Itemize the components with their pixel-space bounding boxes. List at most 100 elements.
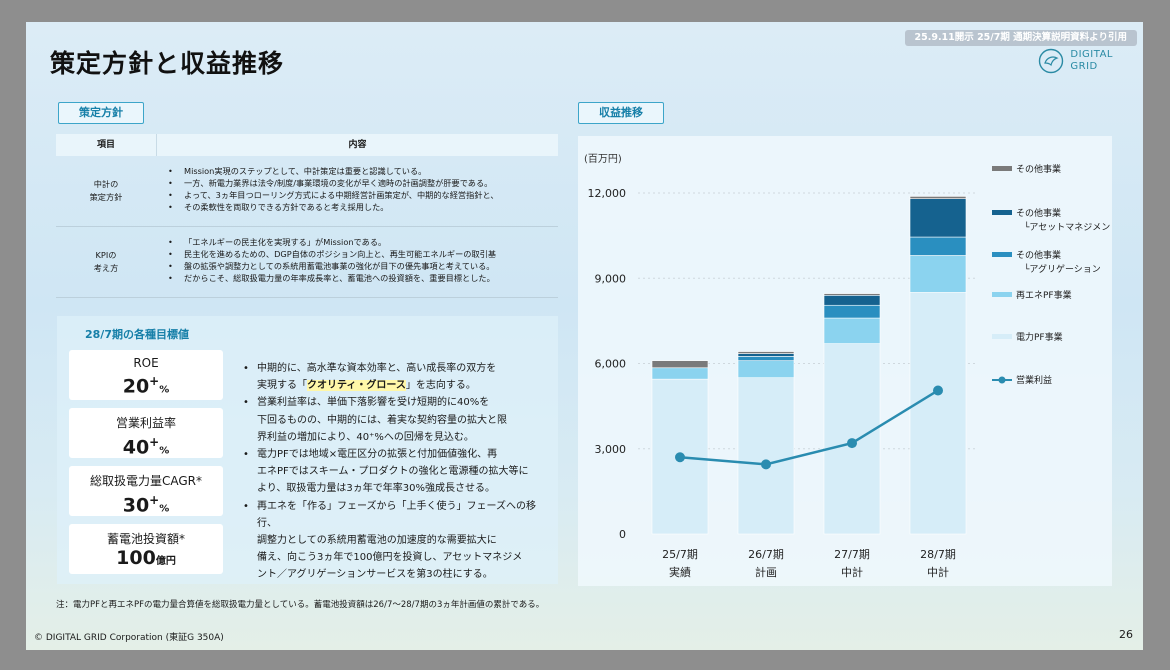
line-point [847,438,857,449]
list-item: 営業利益率は、単価下落影響を受け短期的に40%を下回るものの、中期的には、着実な… [243,394,543,446]
legend-marker [998,376,1006,384]
legend-label: 再エネPF事業 [1016,289,1072,301]
x-tick-label: 26/7期 [748,548,784,561]
policy-row-label: 中計の 策定方針 [56,156,156,226]
legend-label: 電力PF事業 [1016,331,1063,343]
legend-label: その他事業 [1016,163,1061,175]
bar-segment [823,317,881,344]
copyright: © DIGITAL GRID Corporation (東証G 350A) [34,633,224,643]
target-label: 営業利益率 [115,416,176,430]
target-card-op-margin: 営業利益率 40+% [69,408,223,458]
targets-panel: 28/7期の各種目標値 ROE 20+% 営業利益率 40+% 総取扱電力量CA… [57,316,558,584]
target-value: 100億円 [116,547,176,569]
bar-segment [737,353,795,357]
list-item: Mission実現のステップとして、中計策定は重要と認識している。 [162,166,550,178]
legend-swatch [992,210,1012,215]
list-item: 電力PFでは地域×電圧区分の拡張と付加価値強化、再エネPFではスキーム・プロダク… [243,446,543,498]
target-card-battery: 蓄電池投資額* 100億円 [69,524,223,574]
legend-swatch [992,292,1012,297]
highlight-text: クオリティ・グロース [307,380,406,392]
targets-title: 28/7期の各種目標値 [85,328,189,341]
target-card-cagr: 総取扱電力量CAGR* 30+% [69,466,223,516]
bar-segment [737,377,795,535]
source-badge: 25.9.11開示 25/7期 通期決算説明資料より引用 [904,30,1137,46]
list-item: 「エネルギーの民主化を実現する」がMissionである。 [162,237,550,249]
bar-segment [651,367,709,380]
target-label: 総取扱電力量CAGR* [89,474,202,488]
y-tick-label: 9,000 [595,272,627,285]
x-tick-sublabel: 中計 [841,565,863,579]
x-tick-sublabel: 実績 [669,565,691,579]
company-logo: DIGITAL GRID [1038,48,1113,74]
logo-icon [1039,48,1064,74]
legend-swatch [992,166,1012,171]
list-item: 盤の拡張や調整力としての系統用蓄電池事業の強化が目下の優先事項と考えている。 [162,261,550,273]
y-tick-label: 12,000 [588,187,627,200]
policy-bullets: Mission実現のステップとして、中計策定は重要と認識している。 一方、新電力… [156,156,558,226]
bar-segment [737,351,795,354]
bar-segment [737,356,795,361]
legend-sublabel: └アセットマネジメント [1024,221,1112,233]
bar-segment [909,236,967,256]
list-item: 中期的に、高水準な資本効率と、高い成長率の双方を実現する「クオリティ・グロース」… [243,360,543,394]
legend-label: その他事業 [1016,207,1061,219]
target-label: ROE [133,356,159,370]
x-tick-sublabel: 計画 [755,565,777,579]
bar-segment [909,196,967,199]
bar-segment [737,360,795,379]
x-tick-label: 27/7期 [834,548,870,561]
bar-segment [909,255,967,293]
bar-segment [823,304,881,319]
page-number: 26 [1119,628,1133,641]
row-label-line: 考え方 [93,263,119,273]
row-label-line: KPIの [95,250,117,260]
policy-section-tab: 策定方針 [58,102,144,124]
target-value: 30+% [122,493,170,517]
line-point [933,385,943,396]
y-axis-unit: (百万円) [584,153,622,165]
line-point [675,452,685,463]
bar-segment [823,293,881,296]
list-item: だからこそ、総取扱電力量の年率成長率と、蓄電池への投資額を、重要目標とした。 [162,273,550,285]
target-card-roe: ROE 20+% [69,350,223,400]
revenue-section-tab: 収益推移 [578,102,664,124]
line-point [761,459,771,470]
list-item: その柔軟性を両取りできる方針であると考え採用した。 [162,202,550,214]
target-value: 40+% [122,435,170,459]
x-tick-label: 28/7期 [920,548,956,561]
policy-row-label: KPIの考え方 [56,227,156,297]
slide: 策定方針と収益推移 25.9.11開示 25/7期 通期決算説明資料より引用 D… [26,22,1143,650]
target-value: 20+% [122,374,170,398]
legend-sublabel: └アグリゲーション [1024,263,1101,275]
list-item: よって、3ヵ年目つローリング方式による中期経営計画策定が、中期的な経営指針と、 [162,190,550,202]
policy-bullets: 「エネルギーの民主化を実現する」がMissionである。 民主化を進めるための、… [156,227,558,297]
legend-swatch [992,252,1012,257]
x-tick-sublabel: 中計 [927,565,949,579]
bar-segment [823,295,881,306]
col-header-content: 内容 [348,140,367,150]
y-tick-label: 3,000 [595,443,627,456]
policy-table-header: 項目 内容 [56,134,558,156]
y-tick-label: 0 [619,528,626,541]
target-label: 蓄電池投資額* [106,532,185,546]
bar-segment [651,360,709,369]
col-header-item: 項目 [56,134,157,156]
targets-bullets: 中期的に、高水準な資本効率と、高い成長率の双方を実現する「クオリティ・グロース」… [243,360,543,584]
legend-label: 営業利益 [1016,374,1052,386]
operating-profit-line [679,389,939,466]
bar-segment [909,292,967,535]
logo-text-line2: GRID [1070,61,1098,72]
list-item: 再エネを「作る」フェーズから「上手く使う」フェーズへの移行、調整力としての系統用… [243,498,543,584]
y-tick-label: 6,000 [595,358,627,371]
chart-panel: (百万円) 0 3,000 6,000 9,000 12,000 25/7期実績 26/7期計… [578,136,1119,586]
row-label-line: 策定方針 [89,192,123,202]
logo-text-line1: DIGITAL [1070,49,1113,60]
legend-label: その他事業 [1016,249,1061,261]
x-tick-label: 25/7期 [662,548,698,561]
legend-swatch [992,334,1012,339]
list-item: 民主化を進めるための、DGP自体のポジション向上と、再生可能エネルギーの取引基 [162,249,550,261]
